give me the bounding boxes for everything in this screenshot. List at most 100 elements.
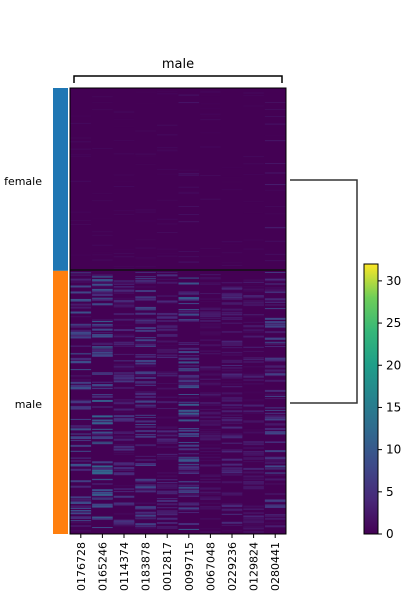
heatmap-cell: [178, 461, 200, 463]
heatmap-cell: [243, 361, 264, 363]
heatmap-cell: [113, 418, 135, 421]
heatmap-cell: [221, 347, 243, 349]
heatmap-cell: [135, 400, 156, 403]
heatmap-cell: [178, 303, 200, 305]
heatmap-cell: [70, 300, 92, 302]
gene-tick-label: 0280441: [269, 542, 282, 591]
heatmap-cell: [70, 407, 92, 410]
heatmap-cell: [156, 348, 178, 351]
heatmap-cell: [200, 457, 221, 459]
heatmap-cell: [113, 302, 135, 304]
heatmap-cell: [221, 421, 243, 424]
heatmap-cell: [92, 469, 113, 472]
heatmap-area: [69, 87, 287, 535]
heatmap-cell: [156, 479, 178, 481]
heatmap-cell: [92, 435, 113, 437]
heatmap-cell: [200, 345, 221, 347]
heatmap-cell: [243, 296, 264, 299]
heatmap-cell: [200, 283, 221, 285]
heatmap-cell: [200, 451, 221, 453]
heatmap-cell: [264, 289, 286, 292]
heatmap-cell: [135, 486, 156, 489]
heatmap-cell: [92, 279, 113, 282]
heatmap-cell: [221, 331, 243, 333]
heatmap-cell: [221, 426, 243, 429]
heatmap-cell: [221, 383, 243, 386]
heatmap-cell: [221, 361, 243, 363]
heatmap-cell: [70, 530, 92, 532]
heatmap-cell: [156, 503, 178, 506]
heatmap-cell: [113, 304, 135, 306]
heatmap-cell: [221, 417, 243, 419]
heatmap-cell: [264, 323, 286, 326]
heatmap-cell: [70, 154, 92, 156]
heatmap-cell: [135, 502, 156, 504]
heatmap-cell: [156, 475, 178, 478]
heatmap-cell: [156, 316, 178, 319]
heatmap-cell: [113, 365, 135, 367]
heatmap-cell: [156, 426, 178, 429]
heatmap-cell: [156, 134, 178, 136]
heatmap-cell: [113, 306, 135, 308]
heatmap-cell: [221, 241, 243, 243]
heatmap-cell: [178, 374, 200, 377]
heatmap-cell: [264, 415, 286, 418]
heatmap-cell: [156, 325, 178, 328]
heatmap-cell: [135, 278, 156, 280]
heatmap-cell: [70, 278, 92, 281]
heatmap-cell: [178, 502, 200, 504]
heatmap-cell: [221, 530, 243, 532]
heatmap-cell: [264, 457, 286, 460]
heatmap-cell: [243, 487, 264, 490]
heatmap-cell: [156, 124, 178, 126]
heatmap-cell: [113, 297, 135, 300]
heatmap-cell: [221, 433, 243, 436]
heatmap-cell: [221, 473, 243, 476]
heatmap-cell: [178, 357, 200, 360]
heatmap-cell: [156, 455, 178, 458]
heatmap-cell: [200, 255, 221, 257]
heatmap-cell: [221, 421, 243, 423]
heatmap-cell: [92, 516, 113, 519]
heatmap-cell: [221, 302, 243, 305]
heatmap-cell: [156, 526, 178, 528]
heatmap-cell: [70, 148, 92, 150]
heatmap-cell: [156, 271, 178, 273]
heatmap-cell: [92, 332, 113, 334]
heatmap-cell: [200, 274, 221, 276]
heatmap-cell: [221, 322, 243, 324]
heatmap-cell: [135, 354, 156, 356]
heatmap-cell: [264, 135, 286, 137]
heatmap-cell: [178, 298, 200, 301]
heatmap-cell: [221, 437, 243, 439]
heatmap-cell: [221, 287, 243, 289]
heatmap-cell: [178, 509, 200, 511]
heatmap-cell: [178, 512, 200, 514]
heatmap-cell: [113, 473, 135, 476]
heatmap-cell: [264, 459, 286, 462]
heatmap-cell: [200, 453, 221, 455]
heatmap-cell: [92, 96, 113, 98]
heatmap-cell: [200, 323, 221, 325]
dendrogram: [290, 179, 358, 404]
heatmap-cell: [243, 505, 264, 508]
heatmap-cell: [135, 435, 156, 438]
heatmap-frame: [69, 87, 287, 535]
heatmap-cell: [135, 342, 156, 345]
heatmap-cell: [92, 200, 113, 202]
heatmap-cell: [113, 402, 135, 405]
heatmap-cell: [113, 292, 135, 294]
heatmap-cell: [92, 303, 113, 306]
heatmap-cell: [200, 107, 221, 109]
heatmap-cell: [243, 201, 264, 203]
heatmap-cell: [200, 253, 221, 255]
heatmap-cell: [243, 512, 264, 515]
heatmap-cell: [243, 350, 264, 352]
heatmap-cell: [200, 278, 221, 280]
heatmap-cell: [221, 493, 243, 496]
heatmap-cell: [113, 287, 135, 289]
heatmap-cell: [113, 512, 135, 515]
heatmap-cell: [243, 431, 264, 434]
heatmap-cell: [178, 293, 200, 295]
heatmap-cell: [70, 303, 92, 306]
